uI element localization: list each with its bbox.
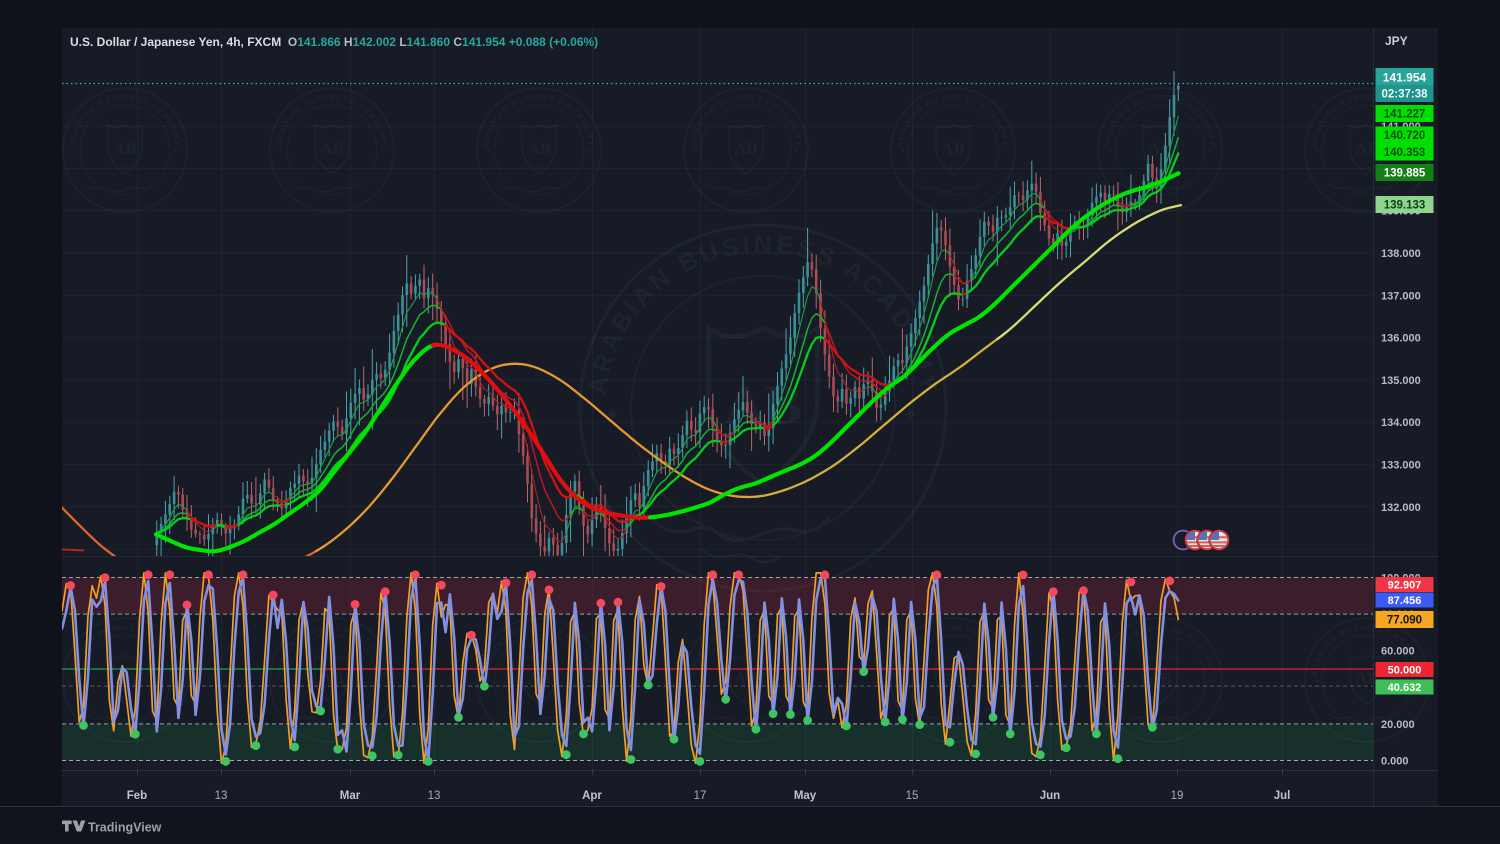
svg-text:87.456: 87.456 (1388, 595, 1422, 607)
svg-text:135.000: 135.000 (1381, 375, 1421, 387)
svg-text:13: 13 (428, 790, 441, 802)
svg-text:02:37:38: 02:37:38 (1381, 89, 1428, 101)
svg-text:Feb: Feb (127, 790, 147, 802)
svg-text:20.000: 20.000 (1381, 719, 1415, 731)
svg-text:17: 17 (694, 790, 707, 802)
svg-text:139.133: 139.133 (1384, 200, 1426, 212)
svg-text:Jun: Jun (1040, 790, 1060, 802)
svg-text:92.907: 92.907 (1388, 580, 1422, 592)
svg-text:140.353: 140.353 (1384, 147, 1426, 159)
svg-text:Apr: Apr (582, 790, 602, 802)
svg-text:139.885: 139.885 (1384, 168, 1426, 180)
svg-text:✦: ✦ (901, 402, 919, 427)
svg-text:JPY: JPY (1385, 34, 1408, 48)
svg-text:May: May (794, 790, 817, 802)
svg-text:136.000: 136.000 (1381, 333, 1421, 345)
svg-text:Jul: Jul (1274, 790, 1291, 802)
svg-text:40.632: 40.632 (1388, 682, 1422, 694)
svg-text:U.S. Dollar / Japanese Yen, 4h: U.S. Dollar / Japanese Yen, 4h, FXCM O14… (70, 35, 598, 49)
svg-text:50.000: 50.000 (1388, 665, 1422, 677)
svg-text:137.000: 137.000 (1381, 290, 1421, 302)
svg-text:77.090: 77.090 (1387, 615, 1422, 627)
svg-text:✦: ✦ (603, 402, 621, 427)
svg-text:140.720: 140.720 (1384, 130, 1426, 142)
svg-text:19: 19 (1171, 790, 1184, 802)
svg-text:0.000: 0.000 (1381, 756, 1409, 768)
svg-text:60.000: 60.000 (1381, 646, 1415, 658)
svg-text:132.000: 132.000 (1381, 502, 1421, 514)
svg-text:141.954: 141.954 (1383, 71, 1427, 85)
svg-text:141.227: 141.227 (1384, 109, 1426, 121)
svg-text:138.000: 138.000 (1381, 248, 1421, 260)
svg-text:134.000: 134.000 (1381, 417, 1421, 429)
svg-text:Mar: Mar (340, 790, 361, 802)
svg-text:15: 15 (906, 790, 919, 802)
svg-text:133.000: 133.000 (1381, 460, 1421, 472)
svg-text:TradingView: TradingView (88, 821, 162, 835)
svg-text:13: 13 (215, 790, 228, 802)
